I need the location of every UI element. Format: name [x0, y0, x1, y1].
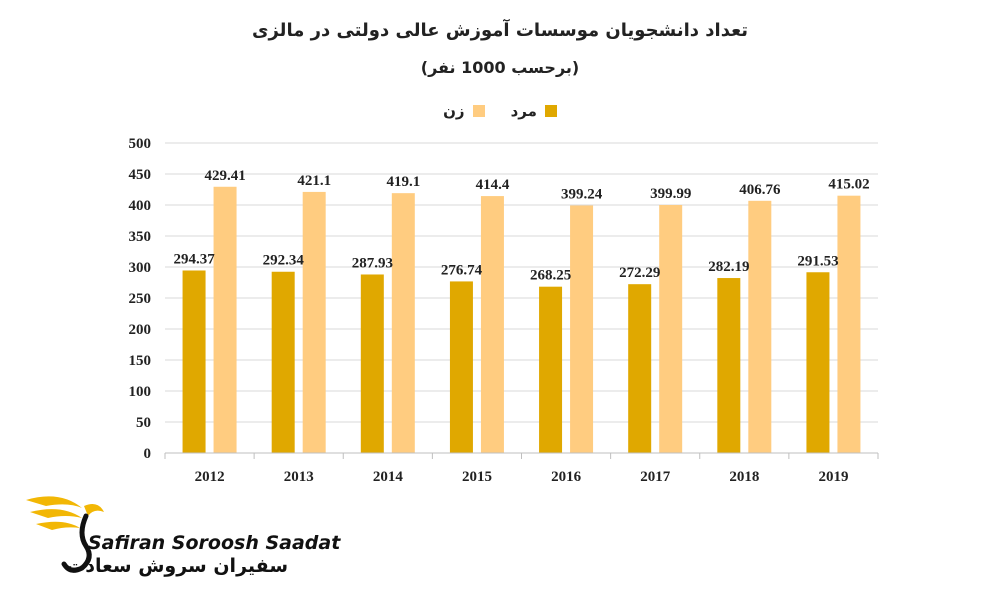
y-tick-label: 500	[129, 136, 152, 152]
bar-male	[271, 271, 295, 453]
legend-swatch-female	[472, 105, 485, 117]
legend-swatch-male	[544, 105, 557, 117]
data-label: 414.4	[476, 177, 510, 193]
x-tick-label: 2018	[729, 469, 759, 485]
bar-female	[570, 205, 594, 453]
data-label: 272.29	[619, 265, 660, 281]
legend-label-male: مرد	[510, 102, 537, 120]
x-tick-label: 2012	[195, 469, 225, 485]
brand-name-english: Safiran Soroosh Saadat	[88, 532, 341, 554]
y-tick-label: 250	[129, 291, 152, 307]
data-label: 282.19	[708, 259, 749, 275]
bar-female	[391, 193, 415, 453]
data-label: 406.76	[739, 182, 781, 198]
y-tick-label: 0	[144, 446, 152, 462]
x-tick-label: 2015	[462, 469, 492, 485]
data-label: 399.99	[650, 186, 691, 202]
x-tick-label: 2016	[551, 469, 582, 485]
data-label: 415.02	[828, 177, 869, 193]
bar-female	[748, 200, 772, 453]
y-tick-label: 350	[129, 229, 152, 245]
x-tick-label: 2013	[284, 469, 314, 485]
y-tick-label: 400	[129, 198, 152, 214]
bar-female	[837, 195, 861, 453]
data-label: 291.53	[797, 253, 838, 269]
bar-male	[360, 274, 384, 453]
x-tick-label: 2019	[818, 469, 848, 485]
data-label: 429.41	[204, 168, 245, 184]
y-tick-label: 300	[129, 260, 152, 276]
bar-female	[659, 205, 683, 453]
y-tick-label: 50	[136, 415, 151, 431]
x-tick-label: 2014	[373, 469, 404, 485]
bar-female	[213, 186, 237, 453]
legend-item-female: زن	[443, 102, 485, 120]
bar-male	[628, 284, 652, 453]
brand-name-persian: سفیران سروش سعادت	[66, 555, 288, 577]
legend: مرد زن	[0, 102, 1000, 120]
y-tick-label: 150	[129, 353, 152, 369]
chart-title: تعداد دانشجویان موسسات آموزش عالی دولتی …	[251, 20, 749, 41]
y-tick-label: 100	[129, 384, 152, 400]
data-label: 294.37	[173, 251, 215, 267]
bar-male	[182, 270, 206, 453]
brand-logo	[26, 496, 104, 573]
wing-icon	[26, 496, 104, 573]
bar-female	[480, 196, 504, 453]
legend-label-female: زن	[443, 102, 465, 120]
data-label: 421.1	[297, 173, 331, 189]
data-label: 287.93	[352, 255, 393, 271]
chart-subtitle: (برحسب 1000 نفر)	[420, 58, 580, 77]
x-tick-label: 2017	[640, 469, 671, 485]
legend-item-male: مرد	[511, 102, 557, 120]
bar-male	[806, 272, 830, 453]
y-tick-label: 200	[129, 322, 152, 338]
data-label: 268.25	[530, 268, 571, 284]
data-label: 276.74	[441, 262, 483, 278]
bar-female	[302, 191, 326, 453]
y-tick-label: 450	[129, 167, 152, 183]
bar-male	[539, 286, 563, 453]
data-label: 399.24	[561, 186, 603, 202]
bar-male	[449, 281, 473, 453]
bar-male	[717, 278, 741, 453]
data-label: 419.1	[386, 174, 420, 190]
data-label: 292.34	[263, 253, 305, 269]
